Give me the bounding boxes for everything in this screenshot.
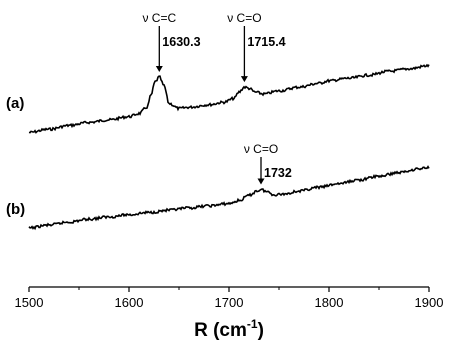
x-axis-title-close: ) — [258, 320, 264, 341]
x-tick-label-1600: 1600 — [115, 295, 144, 310]
x-axis-ticks: 1500 1600 1700 1800 1900 — [15, 287, 444, 310]
panel-label-b: (b) — [6, 201, 25, 218]
x-axis-title: R (cm-1) — [194, 317, 264, 341]
x-axis-title-main: R (cm — [194, 320, 247, 341]
x-tick-label-1700: 1700 — [215, 295, 244, 310]
spectra-traces — [28, 63, 430, 231]
panel-label-a: (a) — [6, 95, 24, 112]
peak-annotation-1630.3: ν C=C 1630.3 — [142, 11, 201, 72]
annotation-value-label: 1715.4 — [247, 35, 285, 49]
peak-annotation-1715.4: ν C=O 1715.4 — [227, 11, 286, 83]
annotation-arrow-head — [257, 178, 265, 185]
annotation-arrow-head — [155, 66, 163, 72]
x-tick-label-1800: 1800 — [315, 295, 344, 310]
annotation-mode-label: ν C=O — [244, 142, 278, 156]
annotation-mode-label: ν C=O — [227, 11, 261, 25]
x-axis-title-superscript: -1 — [247, 317, 258, 331]
annotation-mode-label: ν C=C — [142, 11, 176, 25]
annotation-value-label: 1732 — [264, 166, 292, 180]
annotation-value-label: 1630.3 — [162, 35, 200, 49]
peak-annotation-1732: ν C=O 1732 — [244, 142, 292, 185]
annotation-arrow-head — [240, 76, 248, 83]
panel-labels: (a) (b) — [6, 95, 25, 218]
x-tick-label-1500: 1500 — [15, 295, 44, 310]
spectrum-trace-b — [28, 165, 430, 231]
spectrum-trace-a — [28, 63, 430, 134]
x-tick-label-1900: 1900 — [415, 295, 444, 310]
peak-annotations: ν C=C 1630.3 ν C=O 1715.4 ν C=O 1732 — [142, 11, 292, 185]
